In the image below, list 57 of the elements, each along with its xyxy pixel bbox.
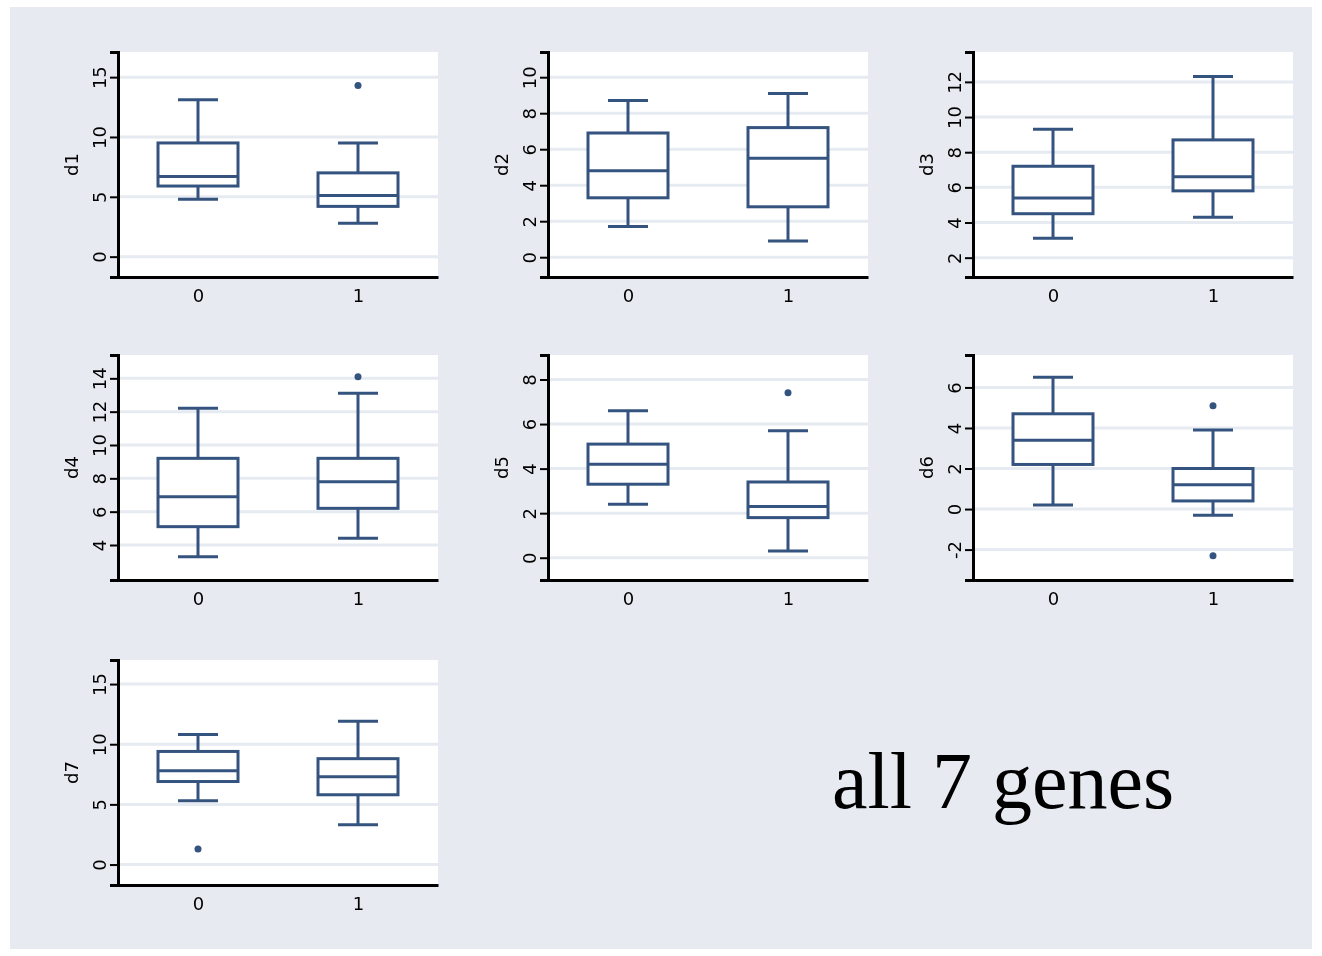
y-tick-label: 12 [944,70,965,94]
y-tick-label: 10 [519,66,540,90]
y-axis-title: d2 [491,153,512,176]
y-tick-label: 4 [519,179,540,192]
x-tick-label: 1 [782,587,795,609]
y-tick-label: 2 [944,252,965,264]
y-tick-label: 0 [519,251,540,264]
y-tick-label: 10 [944,106,965,129]
y-tick-label: 8 [89,473,110,485]
x-tick-label: 0 [192,587,205,609]
x-tick-label: 1 [1207,587,1220,609]
y-tick-label: 10 [89,434,110,457]
x-tick-label: 1 [352,892,365,914]
y-tick-label: 6 [519,418,540,431]
y-tick-label: 8 [519,107,540,120]
y-tick-label: 12 [89,400,110,424]
y-tick-label: 8 [519,374,540,386]
y-tick-label: 0 [89,859,110,871]
y-tick-label: 10 [89,126,110,149]
y-axis-title: d4 [61,456,82,479]
y-tick-label: 4 [519,463,540,475]
y-tick-label: 10 [89,733,110,757]
x-tick-label: 1 [1207,284,1220,306]
y-axis-title: d6 [916,456,937,479]
y-tick-label: 15 [89,673,110,697]
x-tick-label: 1 [352,587,365,609]
x-tick-label: 0 [1047,587,1060,609]
y-tick-label: 5 [89,799,110,811]
y-tick-label: 4 [944,422,965,435]
y-tick-label: 2 [519,215,540,228]
y-tick-label: 14 [89,367,110,391]
y-tick-label: 6 [944,382,965,394]
y-axis-title: d7 [61,761,82,784]
y-tick-label: 0 [519,552,540,564]
y-axis-title: d3 [916,153,937,176]
x-tick-label: 0 [192,284,205,306]
y-axis-title: d5 [491,456,512,479]
y-tick-label: 6 [519,143,540,156]
y-tick-label: 2 [944,463,965,475]
y-tick-label: 4 [89,539,110,552]
y-axis-title: d1 [61,153,82,176]
x-tick-label: 0 [1047,284,1060,306]
y-tick-label: 8 [944,146,965,159]
y-tick-label: 4 [944,217,965,229]
y-tick-label: -2 [944,541,965,560]
text: all 7 genes [831,737,1175,825]
x-tick-label: 1 [352,284,365,306]
y-tick-label: 6 [944,182,965,194]
y-tick-label: 0 [89,251,110,263]
y-tick-label: 0 [944,503,965,516]
x-tick-label: 0 [622,587,635,609]
x-tick-label: 0 [622,284,635,306]
y-tick-label: 6 [89,506,110,518]
y-tick-label: 2 [519,507,540,520]
x-tick-label: 1 [782,284,795,306]
y-tick-label: 5 [89,191,110,204]
y-tick-label: 15 [89,66,110,90]
